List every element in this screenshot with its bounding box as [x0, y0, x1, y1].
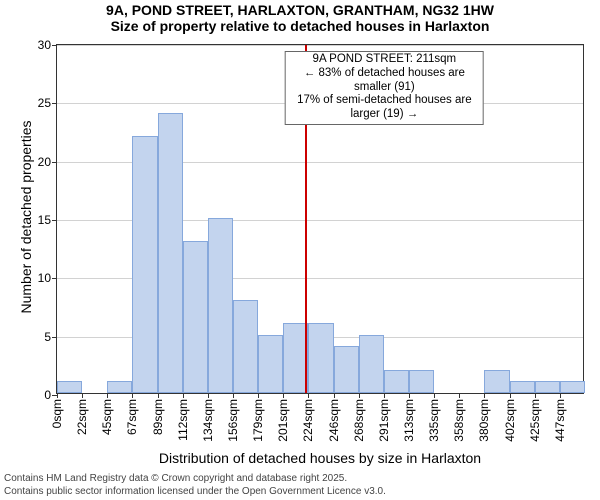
x-tick-mark: [308, 393, 309, 398]
footer-line-2: Contains public sector information licen…: [4, 486, 386, 499]
title-line-2: Size of property relative to detached ho…: [0, 18, 600, 34]
histogram-bar: [107, 381, 132, 393]
x-tick-label: 112sqm: [176, 399, 190, 441]
histogram-bar: [258, 335, 283, 393]
histogram-bar: [334, 346, 359, 393]
x-tick-mark: [283, 393, 284, 398]
x-tick-mark: [258, 393, 259, 398]
y-tick-label: 30: [38, 38, 51, 52]
x-tick-mark: [409, 393, 410, 398]
x-tick-mark: [535, 393, 536, 398]
histogram-bar: [132, 136, 157, 393]
x-tick-label: 224sqm: [301, 399, 315, 442]
x-tick-mark: [459, 393, 460, 398]
x-tick-mark: [484, 393, 485, 398]
y-tick-label: 15: [38, 213, 51, 227]
histogram-bar: [208, 218, 233, 393]
x-tick-label: 67sqm: [125, 399, 139, 435]
x-tick-label: 380sqm: [477, 399, 491, 442]
y-tick-mark: [52, 162, 57, 163]
x-tick-label: 335sqm: [427, 399, 441, 442]
y-tick-mark: [52, 103, 57, 104]
y-axis-label: Number of detached properties: [18, 117, 34, 317]
histogram-bar: [384, 370, 409, 393]
x-tick-label: 425sqm: [528, 399, 542, 442]
x-tick-label: 313sqm: [402, 399, 416, 442]
annotation-line-2: ← 83% of detached houses are smaller (91…: [294, 67, 475, 95]
x-tick-mark: [107, 393, 108, 398]
histogram-bar: [359, 335, 384, 393]
x-tick-label: 268sqm: [352, 399, 366, 442]
x-tick-mark: [434, 393, 435, 398]
histogram-bar: [183, 241, 208, 393]
y-tick-label: 5: [44, 330, 51, 344]
histogram-bar: [233, 300, 258, 393]
histogram-bar: [484, 370, 509, 393]
histogram-bar: [409, 370, 434, 393]
x-tick-label: 291sqm: [377, 399, 391, 442]
histogram-bar: [510, 381, 535, 393]
footer-line-1: Contains HM Land Registry data © Crown c…: [4, 473, 386, 486]
y-tick-label: 10: [38, 271, 51, 285]
x-tick-label: 402sqm: [503, 399, 517, 442]
x-axis-label: Distribution of detached houses by size …: [56, 450, 584, 466]
histogram-bar: [535, 381, 560, 393]
footer-attribution: Contains HM Land Registry data © Crown c…: [4, 473, 386, 498]
x-tick-mark: [233, 393, 234, 398]
x-tick-mark: [384, 393, 385, 398]
y-tick-mark: [52, 220, 57, 221]
x-tick-label: 179sqm: [251, 399, 265, 442]
chart-container: 9A, POND STREET, HARLAXTON, GRANTHAM, NG…: [0, 0, 600, 500]
x-tick-label: 358sqm: [452, 399, 466, 442]
annotation-line-1: 9A POND STREET: 211sqm: [294, 53, 475, 67]
x-tick-mark: [560, 393, 561, 398]
y-tick-mark: [52, 337, 57, 338]
x-tick-mark: [132, 393, 133, 398]
annotation-box: 9A POND STREET: 211sqm ← 83% of detached…: [285, 51, 484, 125]
plot-area: 051015202530 0sqm22sqm45sqm67sqm89sqm112…: [56, 44, 584, 394]
x-tick-label: 201sqm: [276, 399, 290, 442]
x-tick-mark: [82, 393, 83, 398]
x-tick-label: 0sqm: [50, 399, 64, 428]
histogram-bar: [57, 381, 82, 393]
title-line-1: 9A, POND STREET, HARLAXTON, GRANTHAM, NG…: [0, 2, 600, 18]
histogram-bar: [560, 381, 585, 393]
chart-title: 9A, POND STREET, HARLAXTON, GRANTHAM, NG…: [0, 2, 600, 34]
x-tick-label: 89sqm: [151, 399, 165, 435]
x-tick-mark: [510, 393, 511, 398]
y-tick-mark: [52, 45, 57, 46]
x-tick-mark: [334, 393, 335, 398]
x-tick-mark: [183, 393, 184, 398]
histogram-bar: [158, 113, 183, 393]
histogram-bar: [308, 323, 333, 393]
x-tick-label: 447sqm: [553, 399, 567, 442]
y-tick-label: 20: [38, 155, 51, 169]
x-tick-label: 134sqm: [201, 399, 215, 442]
x-tick-label: 246sqm: [327, 399, 341, 442]
annotation-line-3: 17% of semi-detached houses are larger (…: [294, 94, 475, 122]
x-tick-label: 22sqm: [75, 399, 89, 435]
x-tick-mark: [158, 393, 159, 398]
y-tick-mark: [52, 278, 57, 279]
x-tick-mark: [208, 393, 209, 398]
x-tick-label: 156sqm: [226, 399, 240, 442]
x-tick-mark: [359, 393, 360, 398]
x-tick-label: 45sqm: [100, 399, 114, 435]
y-tick-label: 25: [38, 96, 51, 110]
x-tick-mark: [57, 393, 58, 398]
